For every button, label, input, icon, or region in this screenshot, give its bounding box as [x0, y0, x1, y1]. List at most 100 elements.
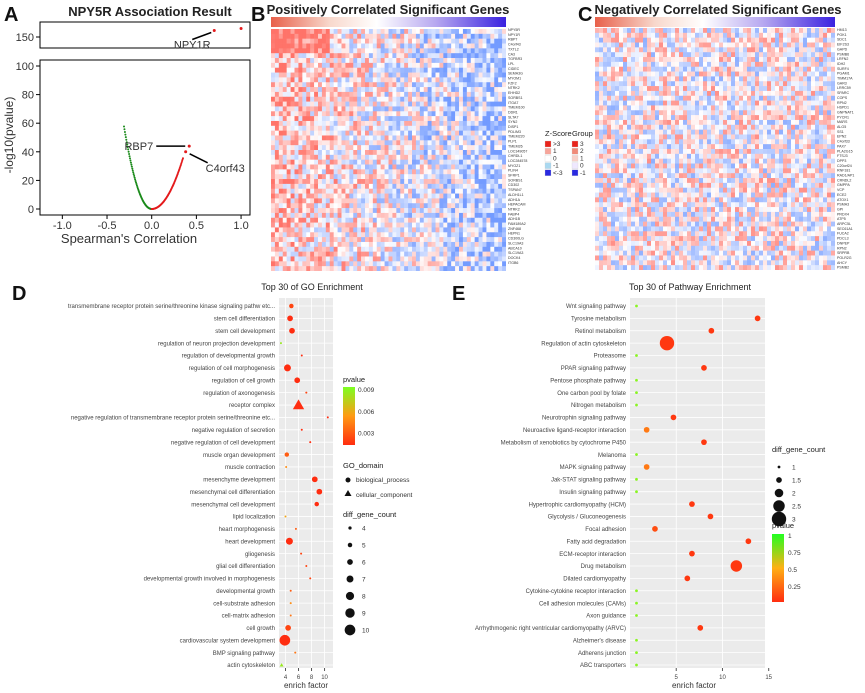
- heatmap-cell: [271, 188, 276, 194]
- heatmap-cell: [655, 81, 660, 87]
- heatmap-cell: [695, 144, 700, 150]
- heatmap-cell: [294, 101, 299, 107]
- heatmap-cell: [727, 76, 732, 82]
- heatmap-cell: [651, 144, 656, 150]
- heatmap-cell: [396, 33, 401, 39]
- heatmap-cell: [494, 203, 499, 209]
- heatmap-cell: [811, 158, 816, 164]
- heatmap-cell: [278, 222, 284, 228]
- heatmap-cell: [815, 42, 820, 48]
- heatmap-cell: [498, 261, 503, 267]
- heatmap-cell: [310, 48, 315, 54]
- heatmap-cell: [490, 145, 495, 151]
- heatmap-cell: [831, 149, 835, 155]
- heatmap-cell: [679, 47, 684, 53]
- heatmap-cell: [474, 33, 479, 39]
- heatmap-cell: [462, 106, 468, 112]
- heatmap-cell: [631, 105, 636, 111]
- heatmap-cell: [376, 91, 381, 98]
- heatmap-cell: [423, 251, 428, 257]
- heatmap-cell: [372, 101, 378, 107]
- heatmap-cell: [314, 150, 319, 156]
- heatmap-cell: [306, 164, 311, 170]
- heatmap-cell: [365, 33, 370, 39]
- heatmap-cell: [333, 62, 338, 69]
- heatmap-cell: [412, 33, 417, 39]
- heatmap-cell: [462, 241, 468, 248]
- heatmap-cell: [353, 67, 358, 73]
- heatmap-cell: [321, 198, 327, 204]
- heatmap-cell: [743, 76, 748, 82]
- heatmap-cell: [651, 57, 656, 63]
- heatmap-cell: [325, 135, 331, 141]
- heatmap-cell: [707, 110, 712, 116]
- heatmap-cell: [337, 227, 342, 233]
- heatmap-cell: [474, 101, 479, 107]
- heatmap-cell: [380, 87, 385, 93]
- heatmap-cell: [723, 95, 728, 101]
- heatmap-cell: [286, 227, 291, 233]
- heatmap-cell: [361, 227, 366, 233]
- heatmap-cell: [384, 91, 389, 98]
- heatmap-cell: [274, 164, 280, 170]
- heatmap-cell: [490, 29, 495, 35]
- heatmap-cell: [607, 110, 612, 116]
- heatmap-cell: [427, 150, 432, 156]
- heatmap-cell: [349, 145, 354, 151]
- heatmap-cell: [466, 62, 472, 69]
- heatmap-cell: [443, 101, 448, 107]
- heatmap-cell: [651, 139, 656, 145]
- heatmap-cell: [302, 125, 307, 131]
- heatmap-cell: [795, 144, 800, 150]
- heatmap-cell: [314, 179, 319, 185]
- heatmap-cell: [333, 266, 338, 271]
- heatmap-cell: [380, 116, 385, 122]
- heatmap-cell: [345, 145, 350, 151]
- heatmap-cell: [337, 38, 342, 44]
- heatmap-cell: [679, 158, 684, 164]
- heatmap-cell: [365, 183, 370, 190]
- heatmap-cell: [455, 246, 460, 252]
- heatmap-cell: [470, 212, 475, 219]
- heatmap-cell: [353, 222, 358, 228]
- heatmap-cell: [755, 28, 760, 34]
- heatmap-cell: [747, 42, 752, 48]
- heatmap-cell: [783, 158, 788, 164]
- heatmap-cell: [651, 129, 656, 135]
- heatmap-cell: [329, 77, 334, 83]
- heatmap-cell: [807, 163, 812, 169]
- heatmap-cell: [419, 38, 425, 44]
- heatmap-cell: [478, 246, 483, 252]
- heatmap-cell: [679, 163, 684, 169]
- heatmap-cell: [341, 222, 346, 228]
- heatmap-cell: [823, 42, 828, 48]
- heatmap-cell: [314, 188, 319, 194]
- heatmap-cell: [459, 125, 464, 131]
- heatmap-cell: [647, 149, 652, 155]
- heatmap-cell: [415, 174, 421, 180]
- heatmap-cell: [431, 174, 436, 180]
- heatmap-cell: [683, 57, 688, 63]
- heatmap-cell: [739, 61, 744, 68]
- heatmap-cell: [451, 96, 456, 102]
- heatmap-cell: [321, 246, 327, 252]
- heatmap-cell: [345, 159, 350, 165]
- heatmap-cell: [404, 145, 409, 151]
- heatmap-cell: [490, 179, 495, 185]
- heatmap-cell: [502, 256, 506, 262]
- heatmap-cell: [667, 115, 672, 121]
- heatmap-cell: [767, 32, 772, 38]
- heatmap-cell: [759, 95, 764, 101]
- heatmap-cell: [321, 82, 327, 88]
- heatmap-cell: [310, 222, 315, 228]
- heatmap-cell: [707, 115, 712, 121]
- heatmap-cell: [791, 76, 796, 82]
- heatmap-cell: [314, 125, 319, 131]
- heatmap-cell: [691, 153, 696, 159]
- heatmap-cell: [447, 135, 452, 141]
- heatmap-cell: [663, 110, 668, 116]
- heatmap-cell: [683, 28, 688, 34]
- heatmap-cell: [396, 62, 401, 69]
- heatmap-cell: [419, 256, 425, 262]
- heatmap-cell: [368, 62, 374, 69]
